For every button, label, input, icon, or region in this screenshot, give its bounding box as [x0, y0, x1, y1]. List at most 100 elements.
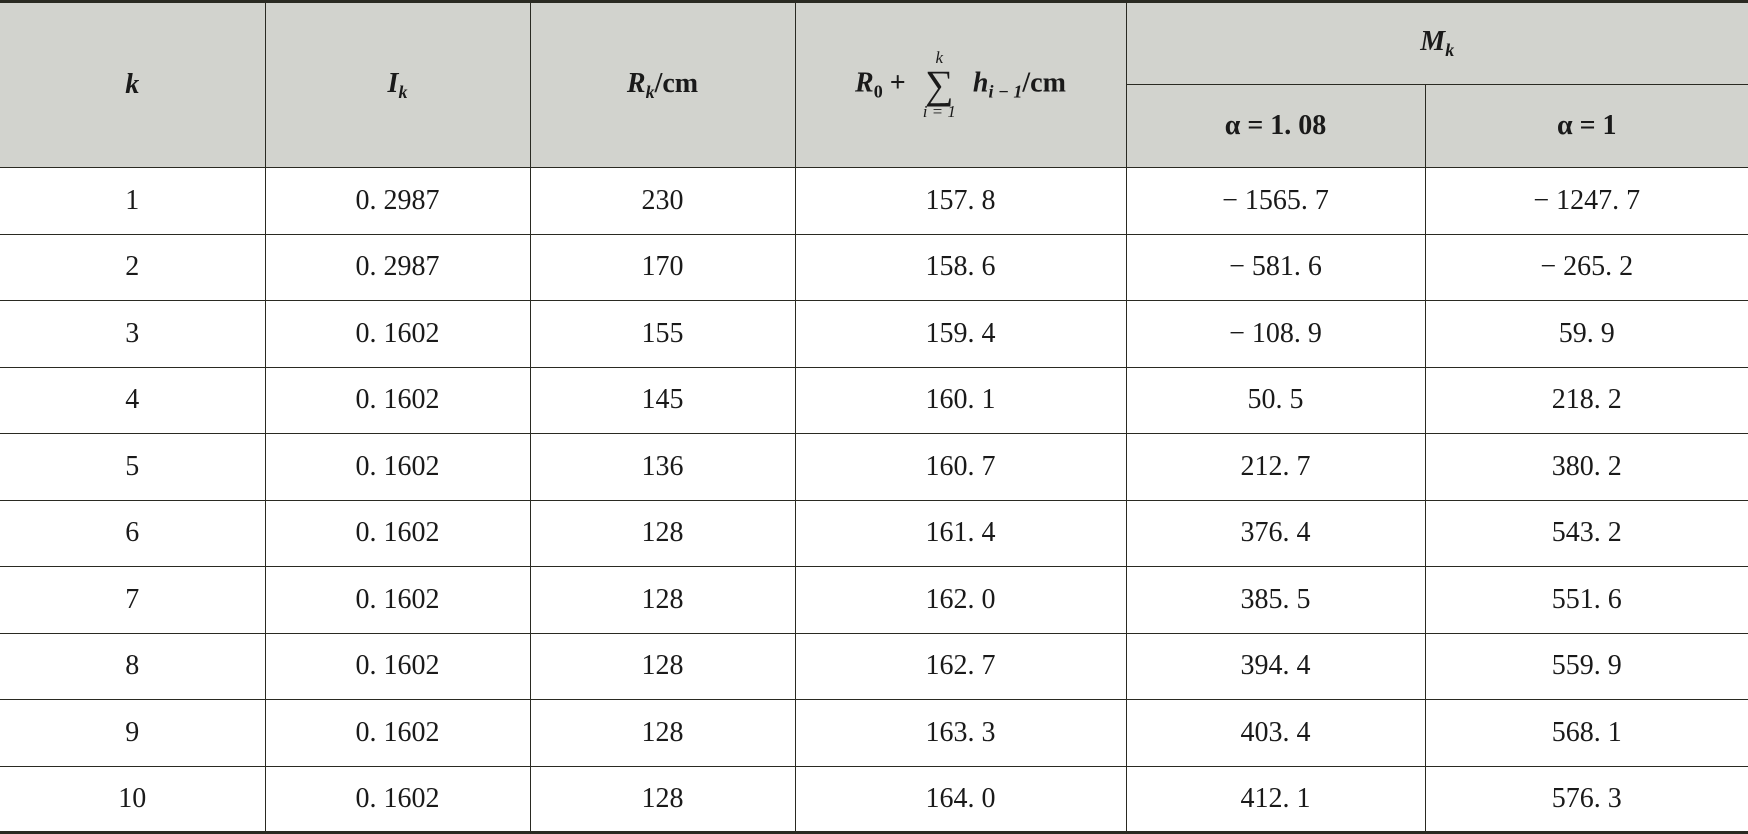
header-text: h [972, 67, 989, 99]
table-cell: 0. 1602 [264, 765, 531, 834]
table-cell: 160. 1 [794, 366, 1127, 434]
table-cell: 162. 7 [794, 632, 1127, 700]
table-cell: 9 [0, 699, 266, 767]
table-cell: − 1247. 7 [1424, 167, 1748, 235]
header-row: k Ik Rk/cm R0 + k ∑ i = 1 hi − 1/cm Mk [0, 0, 1748, 168]
table-cell: 0. 1602 [264, 566, 531, 634]
table-row: 6 0. 1602 128 161. 4 376. 4 543. 2 [0, 499, 1748, 567]
header-cell: Rk/cm [529, 0, 796, 168]
table-cell: 403. 4 [1125, 699, 1426, 767]
header-text: R [626, 67, 646, 99]
table-cell: 0. 1602 [264, 300, 531, 368]
table-cell: 10 [0, 765, 266, 834]
header-cell: Mk [1125, 0, 1748, 85]
table-cell: 1 [0, 167, 266, 235]
table-cell: 576. 3 [1424, 765, 1748, 834]
header-text: k [125, 69, 140, 100]
table-row: 10 0. 1602 128 164. 0 412. 1 576. 3 [0, 765, 1748, 834]
table-cell: 59. 9 [1424, 300, 1748, 368]
table-cell: 162. 0 [794, 566, 1127, 634]
table-cell: 8 [0, 632, 266, 700]
header-cell: Ik [264, 0, 531, 168]
table-cell: 559. 9 [1424, 632, 1748, 700]
table-row: 1 0. 2987 230 157. 8− 1565. 7− 1247. 7 [0, 167, 1748, 235]
header-text: I [387, 67, 399, 99]
sum-upper: k [935, 48, 944, 67]
table-cell: 568. 1 [1424, 699, 1748, 767]
table-cell: 128 [529, 699, 796, 767]
header-subscript: k [645, 81, 655, 102]
table-cell: 6 [0, 499, 266, 567]
table-cell: 218. 2 [1424, 366, 1748, 434]
table-row: 7 0. 1602 128 162. 0 385. 5 551. 6 [0, 566, 1748, 634]
header-unit: /cm [1022, 67, 1066, 99]
sigma: ∑ [925, 62, 954, 107]
table-cell: 7 [0, 566, 266, 634]
table-cell: 161. 4 [794, 499, 1127, 567]
header-text: M [1420, 26, 1446, 57]
header-row: α = 1. 08 α = 1 [0, 84, 1748, 168]
table-cell: 551. 6 [1424, 566, 1748, 634]
table-cell: 0. 1602 [264, 632, 531, 700]
table-cell: 128 [529, 499, 796, 567]
table-cell: 50. 5 [1125, 366, 1426, 434]
header-cell: R0 + k ∑ i = 1 hi − 1/cm [794, 0, 1127, 168]
table-cell: 128 [529, 566, 796, 634]
table-cell: 158. 6 [794, 233, 1127, 301]
table-cell: 380. 2 [1424, 433, 1748, 501]
table-cell: 3 [0, 300, 266, 368]
table-header: k Ik Rk/cm R0 + k ∑ i = 1 hi − 1/cm Mk α =… [0, 0, 1748, 168]
table-cell: − 581. 6 [1125, 233, 1426, 301]
table-row: 2 0. 2987 170 158. 6− 581. 6− 265. 2 [0, 233, 1748, 301]
table-cell: 159. 4 [794, 300, 1127, 368]
table-row: 4 0. 1602 145 160. 1 50. 5 218. 2 [0, 366, 1748, 434]
table-row: 9 0. 1602 128 163. 3 403. 4 568. 1 [0, 699, 1748, 767]
table-cell: − 1565. 7 [1125, 167, 1426, 235]
table-cell: 5 [0, 433, 266, 501]
table-cell: − 265. 2 [1424, 233, 1748, 301]
table-cell: 136 [529, 433, 796, 501]
table-cell: 160. 7 [794, 433, 1127, 501]
table-row: 8 0. 1602 128 162. 7 394. 4 559. 9 [0, 632, 1748, 700]
table-cell: 128 [529, 765, 796, 834]
table-cell: 394. 4 [1125, 632, 1426, 700]
table-cell: − 108. 9 [1125, 300, 1426, 368]
sum-symbol: k ∑ i = 1 [923, 49, 956, 121]
header-cell: α = 1. 08 [1126, 84, 1426, 168]
sum-lower: i = 1 [922, 102, 956, 121]
table-cell: 212. 7 [1125, 433, 1426, 501]
table-cell: 543. 2 [1424, 499, 1748, 567]
header-plus: + [889, 67, 906, 99]
table-cell: 0. 1602 [264, 499, 531, 567]
header-unit: /cm [654, 67, 699, 99]
table-cell: 157. 8 [794, 167, 1127, 235]
header-subscript: i − 1 [988, 81, 1023, 102]
table-cell: 0. 1602 [264, 433, 531, 501]
table-cell: 0. 1602 [264, 699, 531, 767]
table-cell: 155 [529, 300, 796, 368]
table-cell: 170 [529, 233, 796, 301]
table-cell: 230 [529, 167, 796, 235]
table-cell: 163. 3 [794, 699, 1127, 767]
table-cell: 164. 0 [794, 765, 1127, 834]
table-cell: 2 [0, 233, 266, 301]
table-cell: 385. 5 [1125, 566, 1426, 634]
table-body: 1 0. 2987 230 157. 8− 1565. 7− 1247. 7 2 0. 2… [0, 167, 1748, 834]
header-subscript: k [398, 81, 408, 102]
table-cell: 4 [0, 366, 266, 434]
header-text: R [855, 67, 874, 99]
header-cell: α = 1 [1424, 84, 1748, 168]
table-cell: 412. 1 [1125, 765, 1426, 834]
table-cell: 0. 1602 [264, 366, 531, 434]
table-cell: 376. 4 [1125, 499, 1426, 567]
table-row: 3 0. 1602 155 159. 4− 108. 9 59. 9 [0, 300, 1748, 368]
table-row: 5 0. 1602 136 160. 7 212. 7 380. 2 [0, 433, 1748, 501]
table-cell: 145 [529, 366, 796, 434]
table-cell: 128 [529, 632, 796, 700]
table-cell: 0. 2987 [264, 233, 531, 301]
header-cell: k [0, 0, 266, 168]
table-cell: 0. 2987 [264, 167, 531, 235]
header-subscript: 0 [873, 81, 883, 102]
